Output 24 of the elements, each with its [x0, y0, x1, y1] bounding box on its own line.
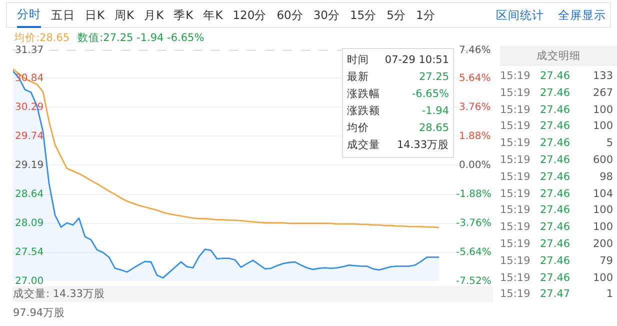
- y-tick-label: 31.37: [15, 45, 44, 56]
- y-tick-label: 29.19: [15, 160, 44, 171]
- text: 成交量: 14.33万股: [13, 286, 493, 302]
- y2-tick-label: -7.52%: [456, 276, 492, 287]
- text: 区间统计 全屏显示: [496, 8, 606, 22]
- y-tick-label: 29.74: [15, 131, 44, 142]
- y-tick-label: 27.54: [15, 247, 44, 258]
- y2-tick-label: -3.76%: [456, 218, 492, 229]
- text: 分时 五日 日K 周K 月K 季K 年K 120分 60分 30分 15分 5分 1分: [17, 6, 436, 22]
- text: 均价:28.65: [14, 32, 70, 44]
- text: 成交明细 15:19 27.46 133 15:19 27.46 267 15:19 27.46 100 15:19 27.46 100 15:19 27.46 5 15:19 27.46 600 15:19 27.46 98 15:19 27.46 104 15:19 27.46 100 15:19 27.46 100 15:19 27.46 200 15:19 27.46 79 15:19 27.46 100 15:19 27.47 1: [500, 50, 613, 300]
- y2-tick-label: 5.64%: [459, 73, 491, 84]
- y2-tick-label: -1.88%: [456, 189, 492, 200]
- text: 数值:27.25 -1.94 -6.65%: [78, 32, 204, 44]
- y2-tick-label: 0.00%: [459, 160, 491, 171]
- y-tick-label: 28.09: [15, 218, 44, 229]
- y2-tick-label: -5.64%: [456, 247, 492, 258]
- y-tick-label: 28.64: [15, 189, 44, 200]
- text: 时间 07-29 10:51 最新 27.25 涨跌幅 -6.65% 涨跌额 -1.94 均价 28.65 成交量 14.33万股: [347, 54, 449, 151]
- text: 97.94万股: [13, 306, 66, 320]
- y2-tick-label: 7.46%: [459, 45, 491, 56]
- y2-tick-label: 3.76%: [459, 102, 491, 113]
- y-tick-label: 27.00: [15, 276, 44, 287]
- y2-tick-label: 1.88%: [459, 131, 491, 142]
